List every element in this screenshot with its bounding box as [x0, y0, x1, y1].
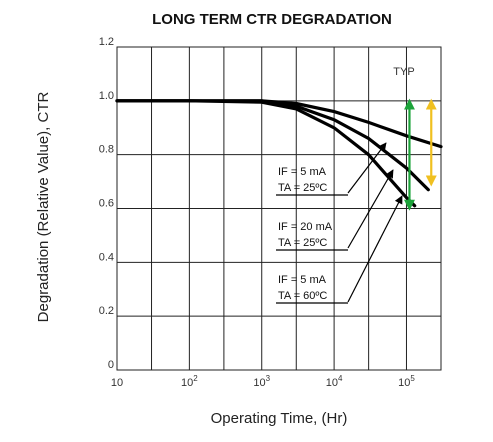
x-tick-label: 103: [253, 374, 270, 389]
annotation-ta-label: TA = 25ºC: [278, 182, 327, 194]
series-annotation-2: IF = 20 mA TA = 25ºC: [276, 169, 394, 251]
annotation-if-label: IF = 5 mA: [278, 274, 327, 286]
x-tick-label: 105: [398, 374, 415, 389]
y-tick-label: 0: [108, 359, 114, 371]
y-tick-label: 0.4: [99, 251, 114, 263]
x-tick-label: 104: [326, 374, 343, 389]
y-tick-label: 0.6: [99, 198, 114, 210]
annotation-ta-label: TA = 60ºC: [278, 290, 327, 302]
y-tick-label: 0.8: [99, 144, 114, 156]
range-arrows: [403, 98, 437, 211]
x-axis-label: Operating Time, (Hr): [211, 410, 348, 427]
x-tick-label: 10: [111, 377, 123, 389]
annotation-if-label: IF = 20 mA: [278, 221, 333, 233]
y-axis-label: Degradation (Relative Value), CTR: [35, 92, 52, 323]
y-tick-label: 1.0: [99, 90, 114, 102]
chart-title: LONG TERM CTR DEGRADATION: [152, 11, 392, 28]
annotation-leader-arrow: [347, 195, 403, 303]
annotation-if-label: IF = 5 mA: [278, 166, 327, 178]
series-annotation-1: IF = 5 mA TA = 25ºC: [276, 142, 387, 196]
series-line-3: [115, 99, 417, 208]
annotation-ta-label: TA = 25ºC: [278, 237, 327, 249]
series-line-1: [115, 99, 443, 149]
y-tick-label: 1.2: [99, 36, 114, 48]
grid: [116, 46, 442, 371]
series-line-2: [115, 99, 430, 192]
tick-labels: 0 0.2 0.4 0.6 0.8 1.0 1.2 10 102 103 104 105: [99, 36, 416, 389]
x-tick-label: 102: [181, 374, 198, 389]
annotation-leader-arrow: [347, 169, 394, 249]
curves: [115, 99, 443, 208]
series-annotation-3: IF = 5 mA TA = 60ºC: [276, 195, 403, 304]
typ-label: TYP: [393, 66, 414, 78]
y-tick-label: 0.2: [99, 305, 114, 317]
annotation-leader-arrow: [347, 142, 387, 194]
